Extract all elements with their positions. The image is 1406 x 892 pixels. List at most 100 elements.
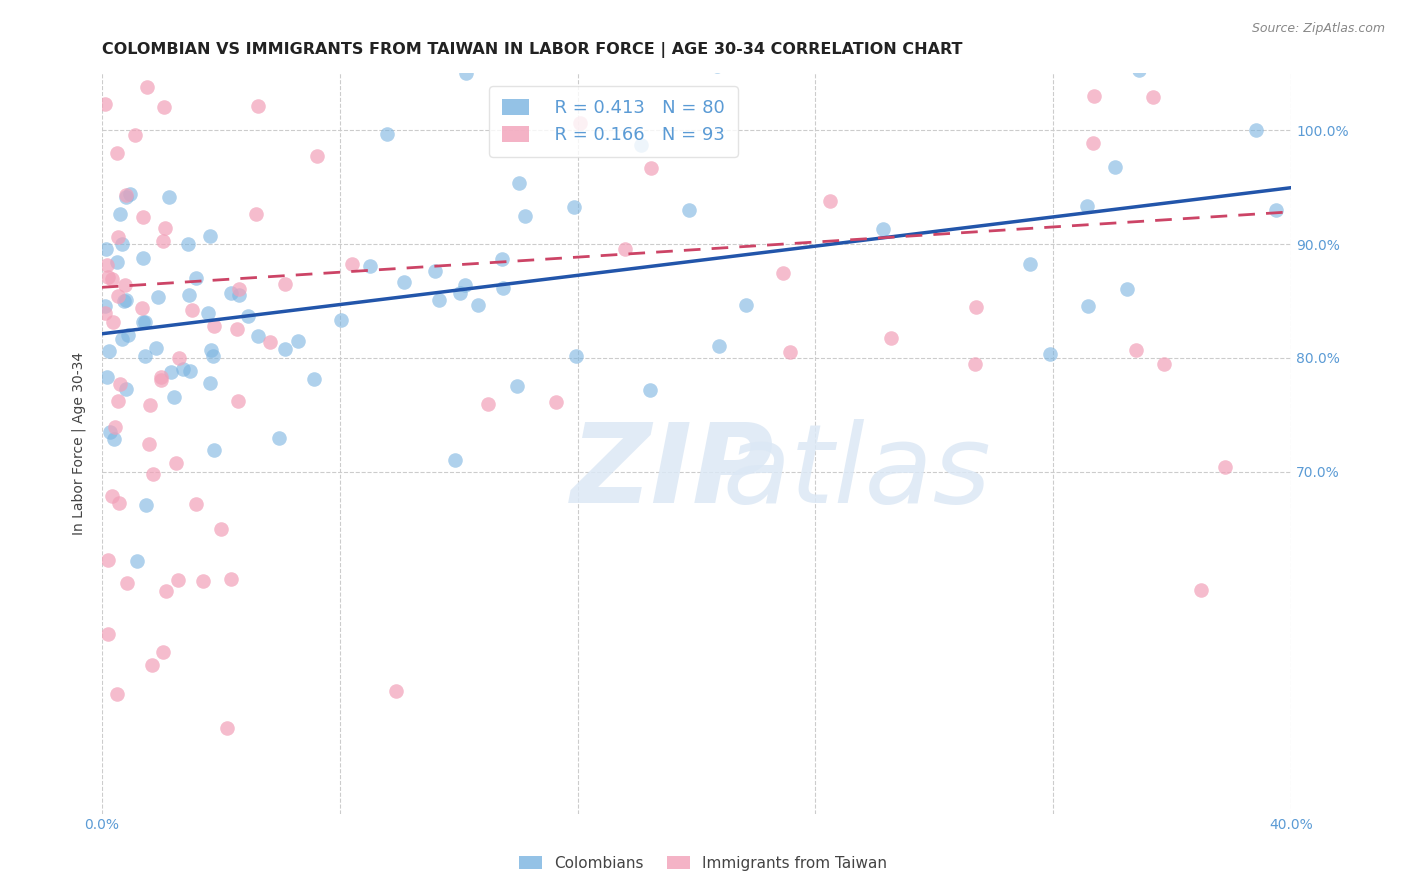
Point	[120, 14, 142, 29]
Point	[165, 456, 187, 470]
Point	[492, 281, 515, 295]
Point	[131, 251, 153, 265]
Point	[735, 298, 758, 312]
Point	[245, 207, 267, 221]
Point	[454, 66, 477, 80]
Point	[1128, 21, 1150, 36]
Point	[117, 575, 139, 590]
Point	[111, 332, 134, 346]
Point	[103, 432, 125, 446]
Point	[638, 384, 661, 398]
Point	[176, 236, 198, 251]
Text: COLOMBIAN VS IMMIGRANTS FROM TAIWAN IN LABOR FORCE | AGE 30-34 CORRELATION CHART: COLOMBIAN VS IMMIGRANTS FROM TAIWAN IN L…	[101, 42, 962, 58]
Point	[104, 420, 127, 434]
Point	[94, 242, 117, 256]
Legend:   R = 0.413   N = 80,   R = 0.166   N = 93: R = 0.413 N = 80, R = 0.166 N = 93	[489, 86, 738, 157]
Point	[1265, 202, 1288, 217]
Point	[221, 572, 243, 586]
Point	[135, 498, 157, 512]
Point	[157, 190, 180, 204]
Point	[107, 394, 129, 409]
Point	[108, 206, 131, 220]
Point	[103, 315, 125, 329]
Point	[477, 396, 499, 410]
Point	[107, 289, 129, 303]
Point	[273, 343, 295, 357]
Point	[114, 293, 136, 308]
Point	[1213, 460, 1236, 475]
Point	[416, 4, 439, 18]
Point	[678, 203, 700, 218]
Point	[152, 645, 174, 659]
Point	[117, 328, 139, 343]
Point	[640, 161, 662, 176]
Point	[163, 390, 186, 404]
Point	[172, 362, 194, 376]
Point	[150, 373, 173, 387]
Point	[142, 467, 165, 482]
Point	[108, 377, 131, 392]
Text: atlas: atlas	[723, 419, 991, 526]
Point	[302, 372, 325, 386]
Point	[105, 687, 128, 701]
Point	[375, 127, 398, 141]
Point	[93, 299, 115, 313]
Y-axis label: In Labor Force | Age 30-34: In Labor Force | Age 30-34	[72, 351, 86, 535]
Point	[96, 269, 118, 284]
Point	[111, 237, 134, 252]
Point	[97, 552, 120, 566]
Point	[449, 285, 471, 300]
Point	[305, 149, 328, 163]
Point	[429, 293, 451, 307]
Point	[238, 310, 260, 324]
Point	[153, 32, 176, 46]
Point	[159, 365, 181, 379]
Point	[114, 278, 136, 293]
Point	[93, 1, 115, 15]
Point	[1153, 357, 1175, 371]
Point	[508, 176, 530, 190]
Point	[202, 319, 225, 334]
Point	[141, 658, 163, 673]
Point	[513, 210, 536, 224]
Point	[1115, 281, 1137, 295]
Point	[506, 379, 529, 393]
Point	[269, 431, 291, 445]
Point	[425, 264, 447, 278]
Point	[135, 80, 157, 95]
Point	[630, 137, 652, 152]
Point	[385, 683, 408, 698]
Point	[177, 288, 200, 302]
Point	[565, 349, 588, 363]
Point	[202, 442, 225, 457]
Point	[491, 252, 513, 266]
Legend: Colombians, Immigrants from Taiwan: Colombians, Immigrants from Taiwan	[510, 847, 896, 880]
Point	[970, 21, 993, 35]
Point	[201, 349, 224, 363]
Point	[1081, 136, 1104, 150]
Point	[155, 221, 177, 235]
Point	[965, 300, 987, 314]
Point	[569, 115, 592, 129]
Point	[392, 275, 415, 289]
Point	[124, 128, 146, 142]
Point	[150, 369, 173, 384]
Point	[340, 257, 363, 271]
Point	[96, 369, 118, 384]
Point	[105, 254, 128, 268]
Point	[444, 453, 467, 467]
Point	[1077, 299, 1099, 313]
Point	[872, 222, 894, 236]
Point	[120, 186, 142, 201]
Point	[707, 338, 730, 352]
Point	[93, 306, 115, 320]
Point	[97, 626, 120, 640]
Point	[1018, 257, 1040, 271]
Point	[132, 210, 155, 224]
Point	[197, 306, 219, 320]
Point	[184, 497, 207, 511]
Point	[132, 315, 155, 329]
Point	[226, 12, 249, 27]
Point	[167, 573, 190, 587]
Point	[1142, 89, 1164, 103]
